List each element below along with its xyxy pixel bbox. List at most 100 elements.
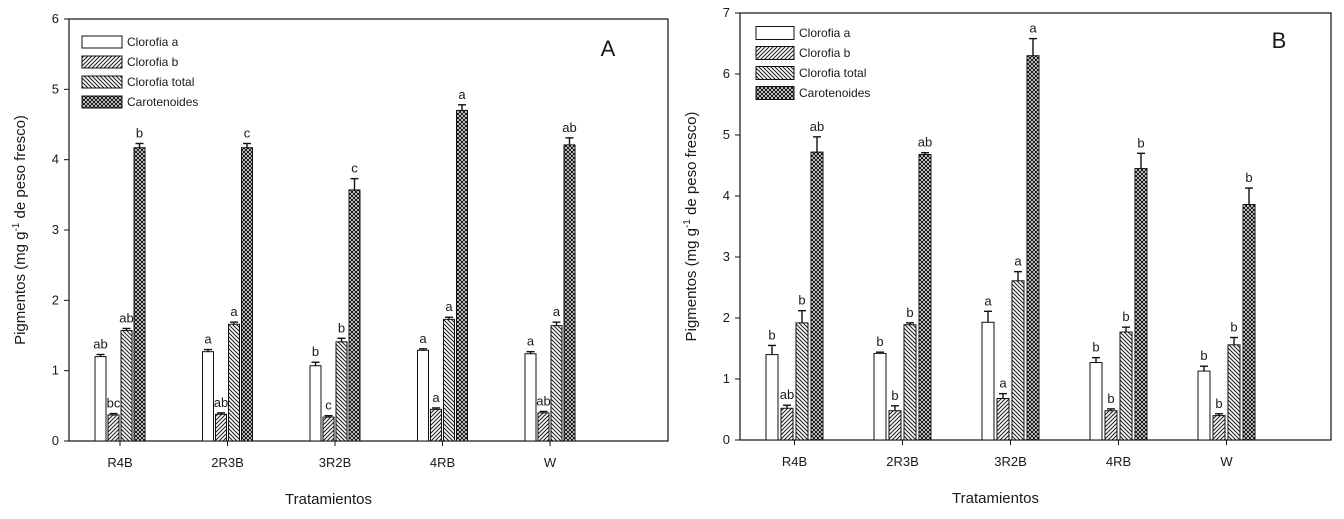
significance-letter: a <box>445 299 453 314</box>
y-tick-label: 5 <box>723 127 730 142</box>
significance-letter: a <box>458 87 466 102</box>
legend-label: Carotenoides <box>799 86 870 100</box>
significance-letter: b <box>1137 135 1144 150</box>
y-tick-label: 5 <box>52 81 59 96</box>
significance-letter: c <box>325 398 332 413</box>
y-tick-label: 3 <box>723 249 730 264</box>
significance-letter: ab <box>780 387 794 402</box>
significance-letter: b <box>1092 340 1099 355</box>
y-tick-label: 4 <box>723 188 730 203</box>
chart-panel-A: 0123456R4Babbcabb2R3Baabac3R2Bbcbc4RBaaa… <box>11 11 669 508</box>
significance-letter: ab <box>562 120 576 135</box>
bar <box>1242 204 1256 441</box>
bar <box>1089 362 1103 441</box>
x-tick-label: 2R3B <box>886 454 919 469</box>
bar <box>228 323 240 442</box>
legend-label: Clorofia a <box>799 26 851 40</box>
legend: Clorofia a Clorofia b Clorofia total Carote… <box>755 26 870 100</box>
significance-letter: b <box>1200 348 1207 363</box>
significance-letter: ab <box>93 336 107 351</box>
significance-letter: b <box>876 334 883 349</box>
bar <box>550 325 563 442</box>
x-tick-label: 2R3B <box>211 455 244 470</box>
y-axis-label: Pigmentos (mg g-1 de peso fresco) <box>11 115 29 345</box>
significance-letter: b <box>1215 396 1222 411</box>
bar <box>1026 55 1040 441</box>
chart-panel-B: 0 1 2 3 4 5 6 7 R4B b ab b ab 2R3B b b b ab 3R2B a a a a 4RB b b b… <box>682 5 1332 507</box>
bar <box>133 147 146 442</box>
legend-swatch <box>81 75 123 89</box>
bar <box>1119 331 1133 441</box>
significance-letter: a <box>527 334 535 349</box>
legend-label: Carotenoides <box>127 95 198 109</box>
bar <box>443 318 455 442</box>
y-tick-label: 2 <box>52 292 59 307</box>
y-tick-label: 1 <box>723 371 730 386</box>
significance-letter: a <box>204 332 212 347</box>
bar <box>918 154 932 441</box>
bar <box>524 353 537 442</box>
panel-label: B <box>1272 28 1287 53</box>
panel-label: A <box>601 36 616 61</box>
bar <box>981 321 995 441</box>
y-tick-label: 6 <box>723 66 730 81</box>
significance-letter: b <box>891 388 898 403</box>
legend-swatch <box>755 46 795 60</box>
legend: Clorofia a Clorofia b Clorofia total Carote… <box>81 35 198 109</box>
legend-label: Clorofia total <box>799 66 866 80</box>
significance-letter: a <box>230 304 238 319</box>
bar <box>1197 370 1211 441</box>
significance-letter: c <box>244 125 251 140</box>
legend-swatch <box>81 55 123 69</box>
bar <box>309 365 322 442</box>
x-tick-label: 4RB <box>430 455 455 470</box>
legend-label: Clorofia total <box>127 75 194 89</box>
y-tick-label: 3 <box>52 222 59 237</box>
x-tick-label: 3R2B <box>994 454 1027 469</box>
significance-letter: a <box>553 304 561 319</box>
bar <box>430 408 442 442</box>
x-tick-label: R4B <box>107 455 132 470</box>
significance-letter: a <box>984 293 992 308</box>
y-tick-label: 2 <box>723 310 730 325</box>
significance-letter: b <box>798 293 805 308</box>
bar <box>1227 344 1241 441</box>
x-tick-label: R4B <box>782 454 807 469</box>
significance-letter: a <box>419 331 427 346</box>
significance-letter: b <box>136 125 143 140</box>
significance-letter: b <box>768 327 775 342</box>
y-tick-label: 0 <box>52 433 59 448</box>
bar <box>94 356 107 442</box>
bar <box>1104 410 1118 441</box>
x-tick-label: 3R2B <box>319 455 352 470</box>
significance-letter: b <box>1230 320 1237 335</box>
significance-letter: a <box>432 390 440 405</box>
bar <box>888 410 902 441</box>
legend-label: Clorofia b <box>127 55 179 69</box>
significance-letter: b <box>1107 391 1114 406</box>
bar <box>903 324 917 441</box>
significance-letter: ab <box>119 310 133 325</box>
legend-swatch <box>755 66 795 80</box>
bar <box>241 147 253 442</box>
significance-letter: ab <box>536 393 550 408</box>
bar <box>996 398 1010 441</box>
x-axis-label: Tratamientos <box>952 490 1039 507</box>
legend-swatch <box>81 95 123 109</box>
x-tick-label: 4RB <box>1106 454 1131 469</box>
legend-label: Clorofia b <box>799 46 851 60</box>
bar <box>873 352 887 441</box>
legend-swatch <box>755 86 795 100</box>
bar <box>1212 415 1226 441</box>
bar <box>215 413 227 442</box>
significance-letter: a <box>999 376 1007 391</box>
significance-letter: b <box>338 320 345 335</box>
significance-letter: b <box>1122 309 1129 324</box>
bar <box>1011 280 1025 441</box>
x-tick-label: W <box>1220 454 1233 469</box>
bar <box>1134 168 1148 441</box>
y-tick-label: 0 <box>723 432 730 447</box>
significance-letter: b <box>1245 170 1252 185</box>
y-tick-label: 1 <box>52 363 59 378</box>
